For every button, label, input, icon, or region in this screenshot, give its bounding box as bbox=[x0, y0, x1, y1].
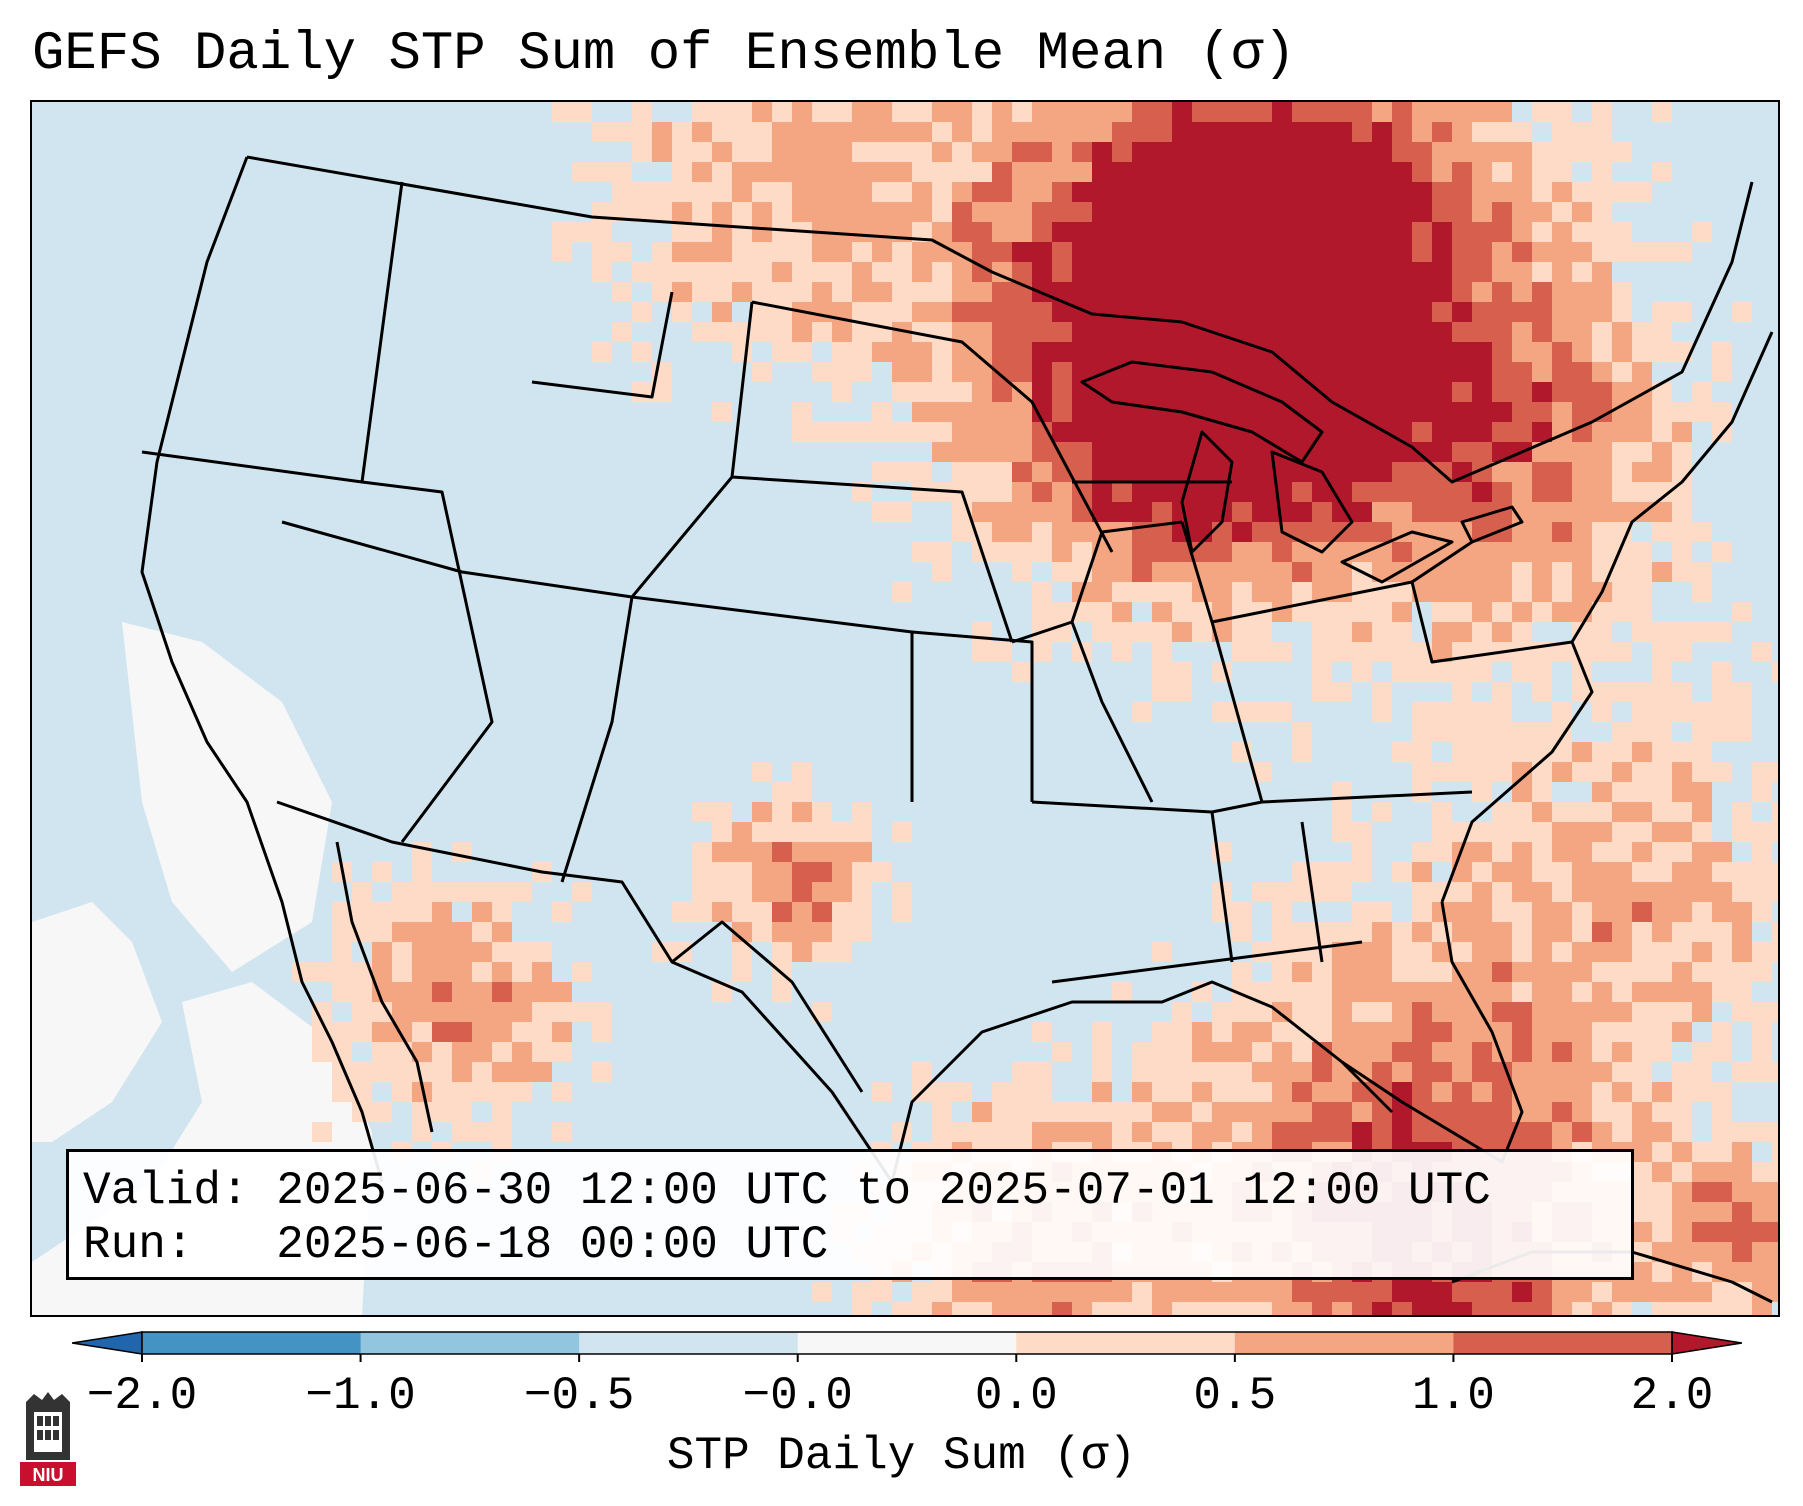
colorbar-segment bbox=[1453, 1332, 1673, 1354]
colorbar-segment bbox=[797, 1332, 1017, 1354]
colorbar-segment bbox=[360, 1332, 580, 1354]
colorbar-tick-label: 0.5 bbox=[1193, 1370, 1277, 1422]
colorbar-extend-low bbox=[72, 1331, 143, 1355]
colorbar-tick-label: −0.5 bbox=[523, 1370, 635, 1422]
colorbar-tick-label: 2.0 bbox=[1630, 1370, 1714, 1422]
colorbar-label: STP Daily Sum (σ) bbox=[666, 1430, 1137, 1482]
validity-info-box: Valid: 2025-06-30 12:00 UTC to 2025-07-0… bbox=[66, 1149, 1634, 1280]
colorbar-tick-label: 0.0 bbox=[974, 1370, 1058, 1422]
chart-title: GEFS Daily STP Sum of Ensemble Mean (σ) bbox=[32, 24, 1296, 85]
colorbar-segment bbox=[1234, 1332, 1454, 1354]
colorbar-extend-high bbox=[1671, 1331, 1742, 1355]
colorbar bbox=[72, 1331, 1742, 1362]
colorbar-tick-label: −1.0 bbox=[305, 1370, 416, 1422]
colorbar-tick-label: −2.0 bbox=[86, 1370, 198, 1422]
run-time-text: Run: 2025-06-18 00:00 UTC bbox=[83, 1219, 829, 1271]
svg-text:NIU: NIU bbox=[33, 1465, 64, 1485]
coastlines-and-borders bbox=[140, 155, 1774, 1304]
colorbar-tick-label: 1.0 bbox=[1412, 1370, 1495, 1422]
colorbar-tick-label: −0.0 bbox=[742, 1370, 853, 1422]
valid-time-text: Valid: 2025-06-30 12:00 UTC to 2025-07-0… bbox=[83, 1165, 1491, 1217]
colorbar-segment bbox=[1016, 1332, 1236, 1354]
niu-logo-icon: NIU bbox=[20, 1392, 76, 1486]
colorbar-segment bbox=[142, 1332, 362, 1354]
heat-cells bbox=[292, 102, 1778, 1315]
colorbar-segment bbox=[579, 1332, 799, 1354]
map-svg bbox=[32, 102, 1778, 1315]
map-panel bbox=[30, 100, 1780, 1317]
